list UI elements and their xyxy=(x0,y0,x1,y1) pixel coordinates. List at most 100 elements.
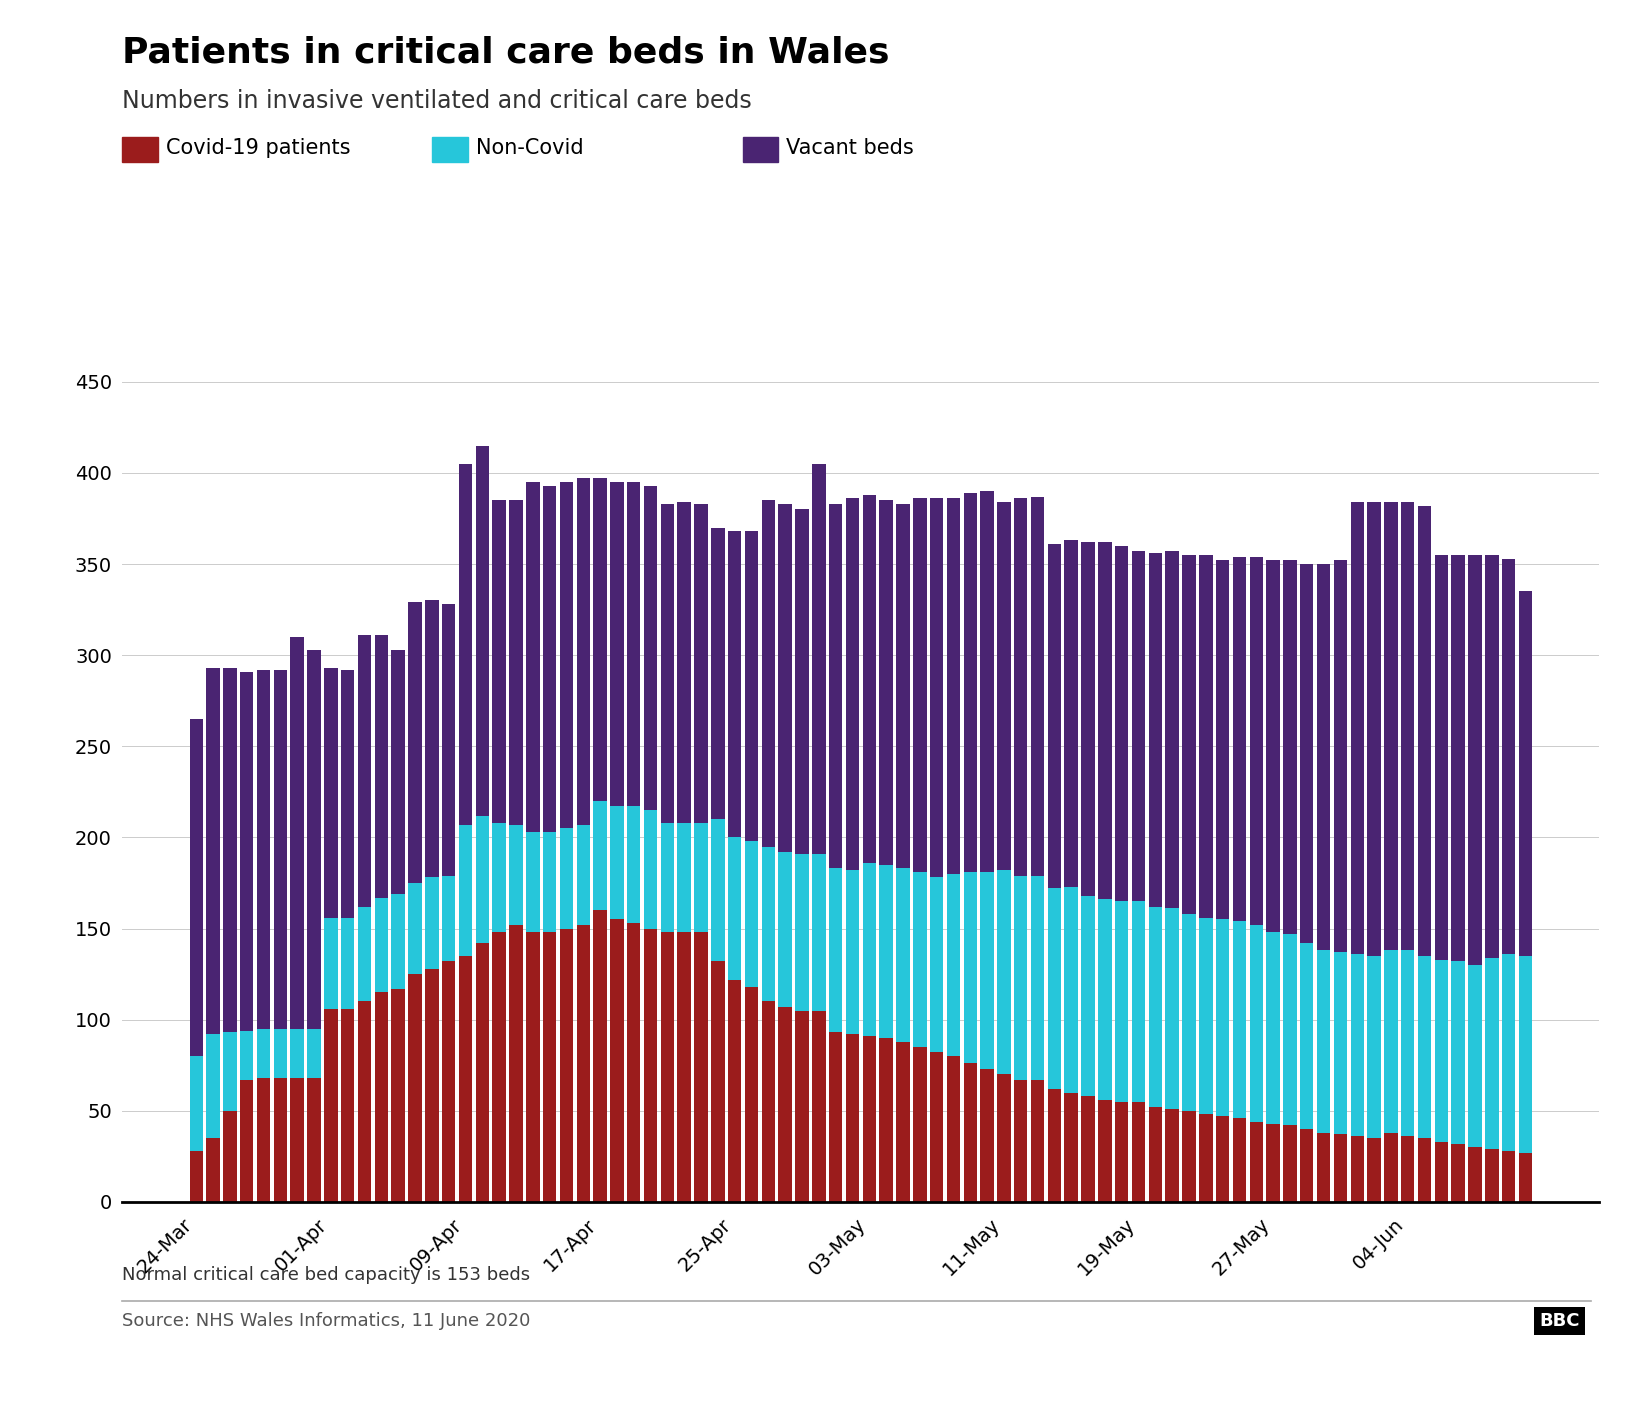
Bar xyxy=(206,1138,220,1202)
Bar xyxy=(493,932,506,1202)
Bar xyxy=(1400,950,1415,1137)
Bar xyxy=(1232,1118,1247,1202)
Bar xyxy=(1418,506,1431,956)
Bar xyxy=(493,823,506,932)
Bar xyxy=(677,823,690,932)
Bar xyxy=(408,882,421,974)
Bar xyxy=(728,980,741,1202)
Bar xyxy=(863,495,876,863)
Bar xyxy=(256,670,271,1029)
Bar xyxy=(307,649,322,1029)
Bar xyxy=(813,464,826,854)
Bar xyxy=(1351,502,1364,954)
Bar xyxy=(677,502,690,823)
Bar xyxy=(863,863,876,1036)
Bar xyxy=(829,868,842,1032)
Bar xyxy=(357,906,370,1001)
Bar xyxy=(1485,1150,1498,1202)
Bar xyxy=(442,962,455,1202)
Text: BBC: BBC xyxy=(1539,1312,1580,1331)
Bar xyxy=(947,498,960,874)
Bar xyxy=(997,1075,1010,1202)
Bar xyxy=(694,503,708,823)
Bar xyxy=(880,501,893,865)
Bar xyxy=(1266,560,1279,932)
Bar xyxy=(475,943,490,1202)
Bar xyxy=(1485,957,1498,1150)
Bar xyxy=(1216,1116,1229,1202)
Bar xyxy=(1469,554,1482,964)
Bar xyxy=(744,841,759,987)
Bar xyxy=(459,956,472,1202)
Bar xyxy=(661,823,674,932)
Bar xyxy=(997,870,1010,1075)
Bar xyxy=(1469,1147,1482,1202)
Bar xyxy=(442,875,455,962)
Bar xyxy=(375,635,388,898)
Bar xyxy=(1149,906,1162,1107)
Bar xyxy=(627,923,640,1202)
Bar xyxy=(1031,1080,1044,1202)
Bar xyxy=(224,1111,237,1202)
Bar xyxy=(912,498,927,872)
Bar xyxy=(1351,954,1364,1137)
Bar xyxy=(1082,895,1095,1096)
Bar xyxy=(795,1011,809,1202)
Bar xyxy=(1131,551,1146,901)
Bar xyxy=(1501,954,1516,1151)
Bar xyxy=(274,1029,287,1077)
Bar xyxy=(459,464,472,824)
Bar xyxy=(325,1008,338,1202)
Bar xyxy=(1115,901,1128,1102)
Bar xyxy=(1519,956,1532,1152)
Bar xyxy=(997,502,1010,870)
Bar xyxy=(509,925,522,1202)
Bar xyxy=(424,601,439,878)
Bar xyxy=(981,1069,994,1202)
Bar xyxy=(728,837,741,980)
Bar xyxy=(1519,591,1532,956)
Bar xyxy=(442,604,455,875)
Bar xyxy=(762,847,775,1001)
Bar xyxy=(1333,1134,1346,1202)
Bar xyxy=(930,1052,943,1202)
Bar xyxy=(813,854,826,1011)
Bar xyxy=(1266,932,1279,1124)
Bar xyxy=(963,872,978,1063)
Bar xyxy=(610,482,623,806)
Bar xyxy=(1131,901,1146,1102)
Bar xyxy=(1451,962,1466,1144)
Bar xyxy=(1182,1111,1196,1202)
Bar xyxy=(1115,546,1128,901)
Bar xyxy=(1418,1138,1431,1202)
Bar xyxy=(1283,1126,1297,1202)
Bar xyxy=(1301,564,1314,943)
Bar xyxy=(307,1077,322,1202)
Bar xyxy=(645,810,658,929)
Bar xyxy=(1082,542,1095,895)
Bar xyxy=(493,501,506,823)
Bar xyxy=(240,1031,253,1080)
Bar xyxy=(189,1151,202,1202)
Bar xyxy=(1182,913,1196,1111)
Bar xyxy=(1451,554,1466,962)
Bar xyxy=(307,1029,322,1077)
Bar xyxy=(912,872,927,1046)
Bar xyxy=(610,919,623,1202)
Bar xyxy=(475,816,490,943)
Bar xyxy=(1182,554,1196,913)
Bar xyxy=(1384,1133,1397,1202)
Bar xyxy=(1301,943,1314,1128)
Bar xyxy=(240,672,253,1031)
Bar xyxy=(1048,1089,1061,1202)
Bar xyxy=(509,824,522,925)
Bar xyxy=(1250,1121,1263,1202)
Bar xyxy=(778,853,792,1007)
Bar xyxy=(1435,1141,1448,1202)
Bar xyxy=(813,1011,826,1202)
Bar xyxy=(224,667,237,1032)
Bar xyxy=(189,718,202,1056)
Bar xyxy=(896,1042,909,1202)
Bar xyxy=(896,868,909,1042)
Bar xyxy=(795,509,809,854)
